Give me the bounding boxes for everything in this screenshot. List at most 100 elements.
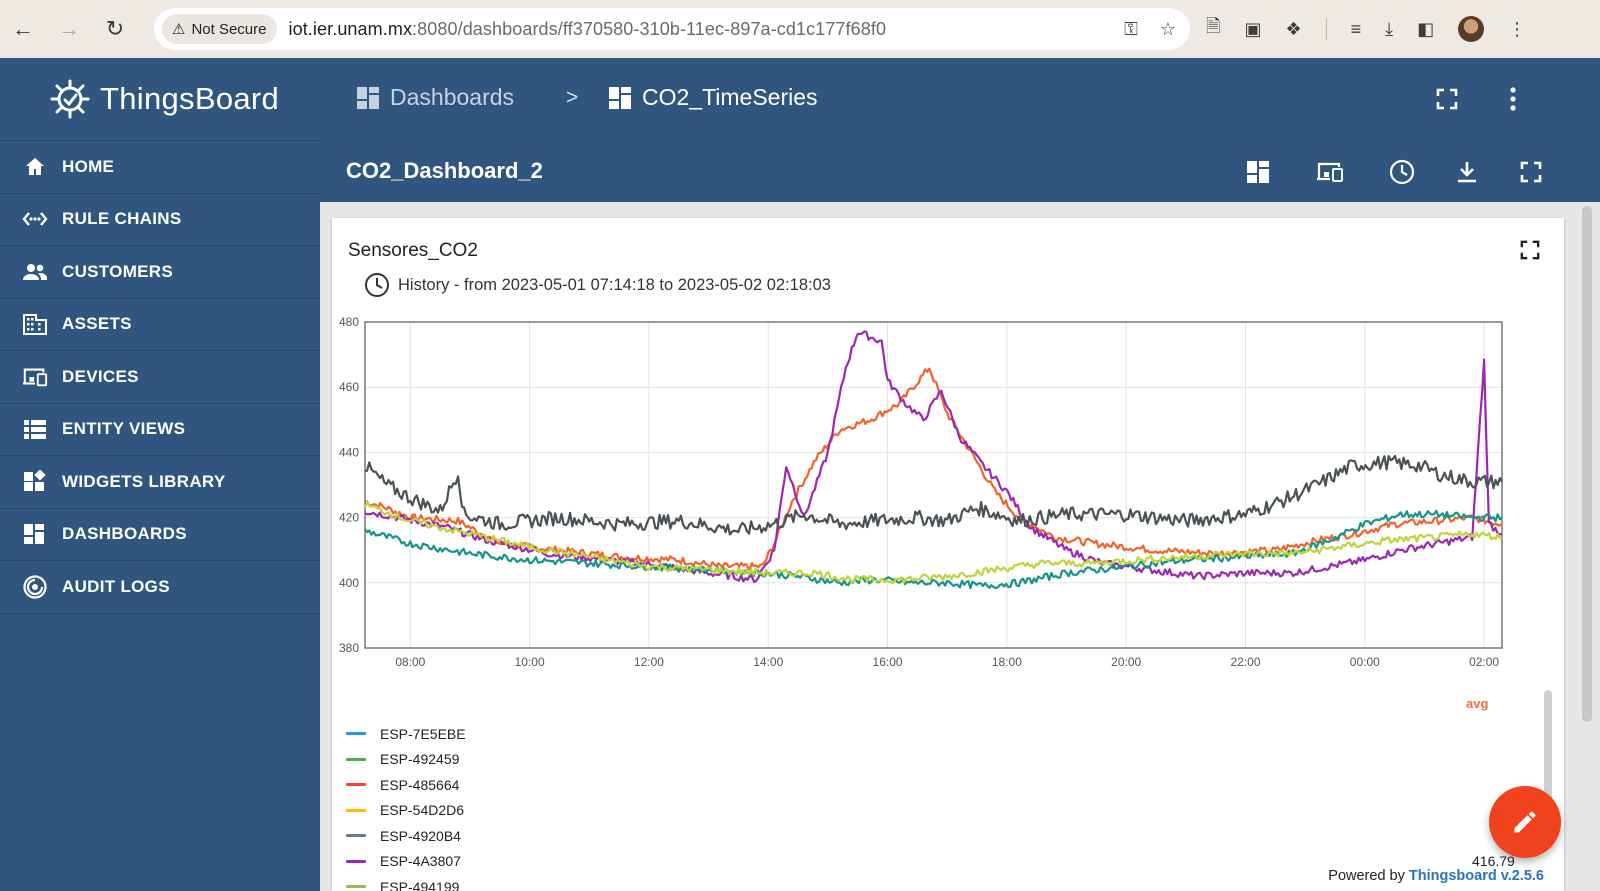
series-line [364,330,1503,584]
legend-swatch [346,808,366,812]
download-icon[interactable]: ⤓ [1385,18,1394,39]
more-vertical-icon [1510,87,1516,111]
x-tick-label: 00:00 [1350,655,1380,669]
dashboard-toolbar: CO2_Dashboard_2 [320,142,1600,202]
more-menu-button[interactable] [1498,84,1528,114]
forward-icon[interactable]: → [58,16,80,41]
chart-legend: ESP-7E5EBE ESP-492459 ESP-485664 ESP-54D2D6… [346,721,466,891]
y-tick-label: 380 [339,641,359,655]
dashboards-icon [22,521,48,547]
url-host: iot.ier.unam.mx [288,18,413,39]
sidebar-item-label: RULE CHAINS [62,209,182,229]
reload-icon[interactable]: ↻ [105,16,125,41]
x-tick-label: 08:00 [395,655,425,669]
legend-item[interactable]: ESP-4A3807 [346,849,466,875]
sidebar-item-assets[interactable]: ASSETS [0,299,320,351]
thingsboard-logo-icon [50,79,90,119]
series-line [364,509,1503,590]
sidebar-item-rule-chains[interactable]: RULE CHAINS [0,194,320,246]
sidebar-item-customers[interactable]: CUSTOMERS [0,246,320,299]
clock-icon [365,273,389,297]
legend-item[interactable]: ESP-7E5EBE [346,721,466,747]
y-tick-label: 480 [339,315,359,329]
sidebar-item-label: CUSTOMERS [62,261,174,281]
fullscreen-button[interactable] [1432,84,1462,114]
sidebar-item-widgets-library[interactable]: WIDGETS LIBRARY [0,456,320,509]
profile-avatar[interactable] [1458,16,1485,42]
side-panel-icon[interactable]: ◧ [1417,18,1435,39]
entity-aliases-button[interactable] [1315,157,1345,187]
plot-frame [364,321,1503,649]
legend-scrollbar[interactable] [1544,690,1552,810]
legend-item[interactable]: ESP-492459 [346,747,466,773]
reading-list-icon[interactable]: ≡ [1350,18,1362,39]
x-tick-label: 10:00 [515,655,545,669]
dashboard-layouts-button[interactable] [1243,157,1273,187]
dashboard-fullscreen-button[interactable] [1516,157,1546,187]
breadcrumb-current: CO2_TimeSeries [608,84,818,111]
screenshot-icon[interactable]: ▣ [1244,18,1262,39]
x-tick-label: 14:00 [753,655,783,669]
legend-label: ESP-485664 [380,776,460,793]
sidebar-item-entity-views[interactable]: ENTITY VIEWS [0,404,320,456]
co2-line-chart[interactable]: 380 400 420 440 460 480 08:00 10:00 12:00 14:00 16… [332,218,1564,696]
legend-item[interactable]: ESP-494199 [346,874,466,891]
fullscreen-icon [1520,240,1540,260]
legend-swatch [346,732,366,736]
devices-icon [1317,162,1343,182]
dashboard-title: CO2_Dashboard_2 [346,158,543,183]
legend-swatch [346,757,366,761]
address-bar[interactable]: ⚠ Not Secure iot.ier.unam.mx:8080/dashbo… [154,8,1190,50]
sidebar-item-home[interactable]: HOME [0,141,320,194]
browser-menu-icon[interactable]: ⋮ [1508,18,1527,39]
legend-swatch [346,783,366,787]
sidebar-item-audit-logs[interactable]: AUDIT LOGS [0,561,320,614]
series-line [364,367,1503,571]
history-label: History - from 2023-05-01 07:14:18 to 20… [398,275,831,294]
legend-label: ESP-4A3807 [380,853,461,870]
assets-icon [22,311,48,337]
widget-title: Sensores_CO2 [348,240,478,261]
page-scrollbar[interactable] [1582,206,1592,722]
document-icon[interactable]: 🗎 [1206,16,1221,36]
x-tick-label: 02:00 [1469,655,1499,669]
breadcrumb-dashboards[interactable]: Dashboards [356,84,514,111]
legend-swatch [346,885,366,889]
brand-logo[interactable]: ThingsBoard [0,58,320,140]
star-icon[interactable]: ☆ [1159,18,1176,39]
dashboards-icon [609,86,631,109]
sidebar-item-label: DASHBOARDS [62,524,187,544]
edit-dashboard-button[interactable] [1489,786,1561,858]
extensions-icon[interactable]: ❖ [1285,18,1302,39]
legend-swatch [346,834,366,838]
dashboards-icon [1247,161,1269,183]
audit-logs-icon [22,574,48,600]
brand-name: ThingsBoard [100,81,280,116]
legend-item[interactable]: ESP-4920B4 [346,823,466,849]
y-tick-label: 420 [339,511,359,525]
legend-label: ESP-54D2D6 [380,802,465,819]
timewindow-button[interactable] [1387,157,1417,187]
toolbar-divider [1325,18,1327,40]
sidebar-item-label: ENTITY VIEWS [62,419,186,439]
legend-item[interactable]: ESP-54D2D6 [346,798,466,824]
back-icon[interactable]: ← [12,16,34,41]
export-button[interactable] [1452,157,1482,187]
widget-fullscreen-button[interactable] [1520,240,1542,262]
security-chip[interactable]: ⚠ Not Secure [162,14,277,44]
security-label: Not Secure [191,20,267,38]
history-timewindow[interactable]: History - from 2023-05-01 07:14:18 to 20… [364,272,831,298]
legend-item[interactable]: ESP-485664 [346,772,466,798]
legend-swatch [346,859,366,863]
app-header: Dashboards > CO2_TimeSeries [320,58,1600,142]
key-icon[interactable]: ⚿ [1124,18,1138,39]
x-tick-label: 16:00 [873,655,903,669]
dashboards-icon [357,86,379,109]
sidebar-item-devices[interactable]: DEVICES [0,351,320,404]
y-tick-label: 400 [339,576,359,590]
sidebar-item-dashboards[interactable]: DASHBOARDS [0,509,320,561]
powered-brand-link[interactable]: Thingsboard v.2.5.6 [1408,868,1544,884]
sidebar-item-label: AUDIT LOGS [62,576,170,596]
x-tick-label: 20:00 [1111,655,1141,669]
url-text[interactable]: iot.ier.unam.mx:8080/dashboards/ff370580… [289,19,887,40]
